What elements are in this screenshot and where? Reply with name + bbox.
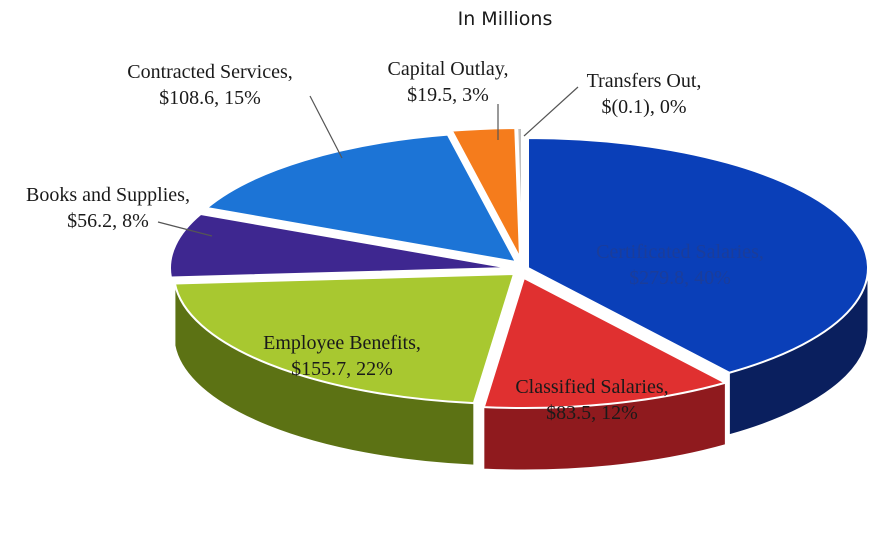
chart-title: In Millions xyxy=(457,8,553,30)
pie-slice-5 xyxy=(450,127,521,259)
pie-slice-0 xyxy=(527,136,869,374)
pie-slice-2 xyxy=(173,272,516,405)
pie-slice-4 xyxy=(204,133,518,264)
slice-label-4: Contracted Services, xyxy=(127,61,293,83)
pie-slice-3 xyxy=(169,212,511,279)
slice-value-5: $19.5, 3% xyxy=(407,84,489,106)
slice-value-2: $155.7, 22% xyxy=(291,358,393,380)
pie-top-faces xyxy=(169,126,869,409)
slice-label-0: Certificated Salaries, xyxy=(596,241,764,263)
slice-value-1: $83.5, 12% xyxy=(546,402,638,424)
leader-line-3 xyxy=(157,221,213,237)
pie-side-walls xyxy=(169,267,869,471)
leader-line-4 xyxy=(309,95,343,159)
pie-slice-6 xyxy=(516,126,523,259)
pie-labels: Certificated Salaries, $279.8, 40% Classif… xyxy=(26,58,764,424)
slice-value-3: $56.2, 8% xyxy=(67,210,149,232)
slice-value-6: $(0.1), 0% xyxy=(602,96,687,118)
slice-value-0: $279.8, 40% xyxy=(629,267,731,289)
slice-label-1: Classified Salaries, xyxy=(515,376,668,398)
slice-label-3: Books and Supplies, xyxy=(26,184,190,206)
slice-label-6: Transfers Out, xyxy=(587,70,702,92)
slice-label-5: Capital Outlay, xyxy=(388,58,509,80)
pie-slice-1 xyxy=(482,276,729,409)
pie-side-3 xyxy=(169,267,172,340)
leader-line-6 xyxy=(523,86,579,137)
slice-value-4: $108.6, 15% xyxy=(159,87,261,109)
slice-label-2: Employee Benefits, xyxy=(263,332,421,354)
